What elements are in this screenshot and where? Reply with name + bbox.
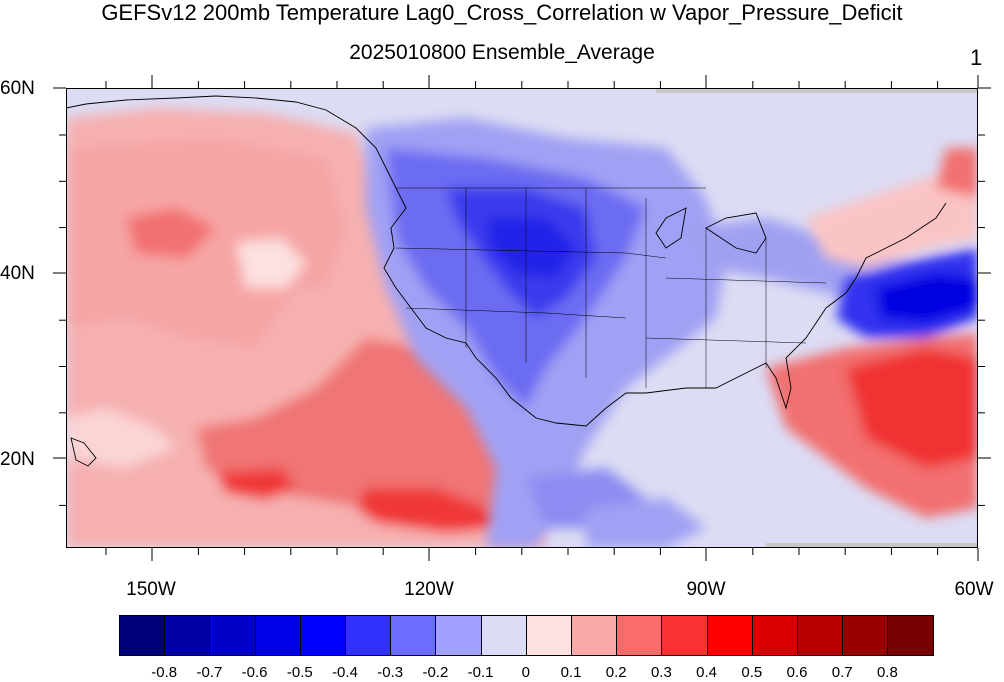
colorbar-swatch [299, 615, 346, 656]
lon-label-90w: 90W [686, 579, 726, 600]
lon-label-120w: 120W [404, 579, 454, 600]
colorbar-label: 0.8 [876, 664, 898, 681]
colorbar-swatch [345, 615, 392, 656]
colorbar-label: -0.6 [241, 664, 268, 681]
map-title: GEFSv12 200mb Temperature Lag0_Cross_Cor… [101, 0, 903, 25]
lat-label-20n: 20N [0, 449, 35, 470]
colorbar-swatch [390, 615, 437, 656]
map-subtitle: 2025010800 Ensemble_Average [349, 41, 655, 64]
colorbar-swatch [751, 615, 798, 656]
colorbar-label: 0.3 [650, 664, 672, 681]
colorbar-swatch [119, 615, 166, 656]
colorbar-label: 0.4 [696, 664, 718, 681]
lon-label-150w: 150W [126, 579, 176, 600]
state-borders [395, 187, 827, 388]
colorbar-swatch [525, 615, 572, 656]
colorbar-label: -0.1 [467, 664, 494, 681]
colorbar-label: 0.1 [560, 664, 582, 681]
colorbar-swatch [209, 615, 256, 656]
colorbar-label: 0.6 [786, 664, 808, 681]
colorbar-swatch [480, 615, 527, 656]
colorbar-label: 0.2 [605, 664, 627, 681]
colorbar-label: -0.4 [332, 664, 358, 681]
lon-label-60w: 60W [954, 579, 994, 600]
colorbar-swatch [164, 615, 211, 656]
colorbar-label: -0.8 [151, 664, 178, 681]
missing-data-strip-bottom [766, 543, 978, 548]
colorbar-label: -0.5 [286, 664, 313, 681]
colorbar-swatch [661, 615, 708, 656]
colorbar-swatch [616, 615, 663, 656]
atlantic-dipole-field [766, 148, 978, 518]
colorbar-swatch [706, 615, 753, 656]
colorbar-swatch [797, 615, 844, 656]
colorbar-label: -0.3 [377, 664, 404, 681]
colorbar-swatch [435, 615, 482, 656]
colorbar-swatch [254, 615, 301, 656]
correlation-map [66, 88, 978, 548]
colorbar-label: 0.5 [741, 664, 763, 681]
colorbar-label: -0.7 [196, 664, 223, 681]
colorbar-swatch [887, 615, 934, 656]
colorbar-swatch [842, 615, 889, 656]
missing-data-strip-top [656, 88, 978, 93]
pacific-positive-field [66, 108, 546, 548]
colorbar-label: 0 [521, 664, 530, 681]
colorbar-label: -0.2 [422, 664, 449, 681]
panel-number: 1 [970, 45, 983, 70]
lat-label-60n: 60N [0, 78, 35, 99]
colorbar-swatch [571, 615, 618, 656]
continent-negative-field [366, 118, 966, 548]
lat-label-40n: 40N [0, 263, 35, 284]
colorbar-label: 0.7 [831, 664, 853, 681]
